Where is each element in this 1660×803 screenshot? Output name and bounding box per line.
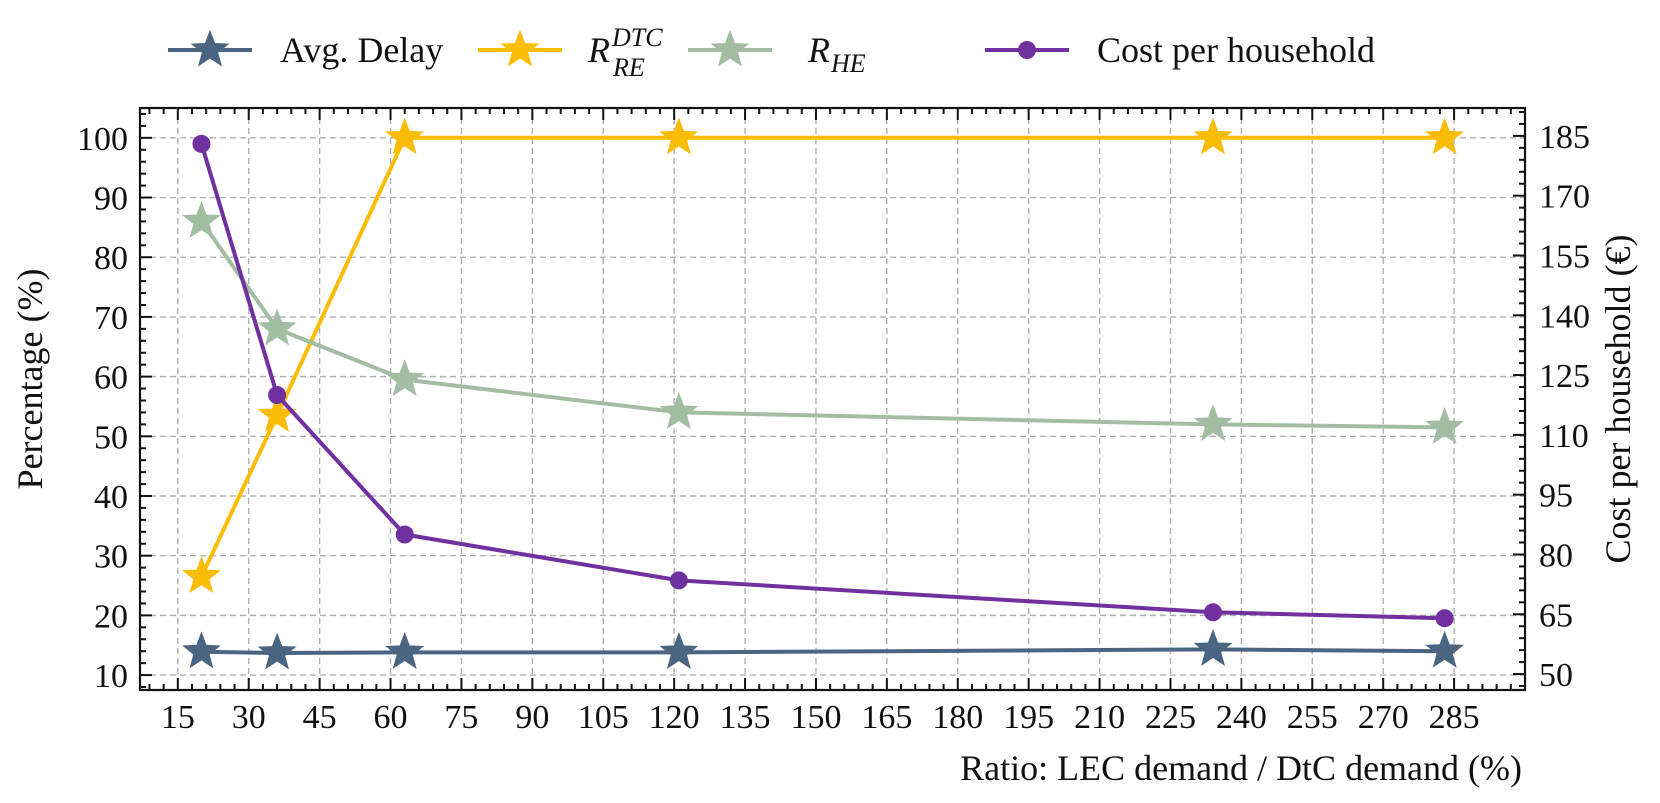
x-tick-label: 15 (161, 699, 195, 736)
x-tick-label: 135 (720, 699, 771, 736)
y-tick-label-left: 90 (94, 181, 128, 218)
data-point (257, 632, 297, 670)
x-tick-label: 195 (1003, 699, 1054, 736)
series-line (199, 220, 1445, 430)
x-tick-label: 75 (444, 699, 478, 736)
series-line (199, 135, 1445, 578)
x-tick-label: 285 (1429, 699, 1480, 736)
x-tick-label: 255 (1287, 699, 1338, 736)
y-tick-label-right: 95 (1539, 478, 1573, 515)
data-point (1193, 403, 1233, 441)
data-point (659, 391, 699, 429)
y-tick-label-right: 65 (1539, 597, 1573, 634)
series-3 (192, 134, 1454, 628)
data-point (192, 134, 211, 153)
x-tick-label: 210 (1074, 699, 1125, 736)
x-tick-label: 180 (932, 699, 983, 736)
data-point (268, 386, 287, 405)
legend-marker (190, 29, 230, 67)
legend-label: Avg. Delay (280, 30, 443, 70)
data-point (385, 631, 425, 669)
y-tick-label-left: 100 (77, 121, 128, 158)
y-tick-label-left: 70 (94, 300, 128, 337)
data-point (385, 117, 425, 155)
y-axis-label-left: Percentage (%) (10, 269, 50, 490)
data-point (1193, 117, 1233, 155)
data-point (1204, 603, 1223, 622)
data-point (1425, 406, 1465, 444)
x-tick-label: 240 (1216, 699, 1267, 736)
y-tick-label-left: 60 (94, 360, 128, 397)
series-1 (182, 117, 1465, 594)
legend-marker (500, 29, 540, 67)
series-2 (182, 200, 1465, 444)
data-point (1435, 609, 1454, 628)
y-tick-label-left: 20 (94, 598, 128, 635)
x-tick-label: 120 (649, 699, 700, 736)
data-point (182, 200, 221, 238)
data-point (182, 631, 221, 669)
ticks (140, 108, 1525, 690)
y-tick-label-left: 10 (94, 658, 128, 695)
y-tick-label-right: 80 (1539, 537, 1573, 574)
legend-item: RHE (688, 29, 866, 78)
y-tick-label-left: 50 (94, 419, 128, 456)
data-point (257, 308, 297, 346)
y-tick-label-right: 140 (1539, 298, 1590, 335)
y-axis-label-right: Cost per household (€) (1598, 235, 1638, 564)
series-0 (182, 628, 1465, 670)
data-point (182, 556, 221, 594)
x-tick-label: 105 (578, 699, 629, 736)
series-line (201, 647, 1445, 655)
data-point (659, 631, 699, 669)
legend-item: Avg. Delay (168, 29, 443, 70)
data-point (669, 571, 688, 590)
legend-label: RDTC RE (587, 23, 663, 82)
series-layer (182, 117, 1465, 670)
y-tick-label-left: 80 (94, 240, 128, 277)
x-tick-label: 150 (790, 699, 841, 736)
y-tick-label-left: 40 (94, 479, 128, 516)
x-tick-label: 165 (861, 699, 912, 736)
x-tick-label: 30 (232, 699, 266, 736)
tick-labels: 15 30 45 60 75 90 105 120 135 150 165 180 195 210 225 2… (77, 119, 1590, 736)
y-tick-label-right: 110 (1539, 418, 1589, 455)
series-line (199, 143, 1445, 621)
x-tick-label: 225 (1145, 699, 1196, 736)
legend-marker (1018, 41, 1036, 59)
legend-item: Cost per household (985, 30, 1375, 70)
x-tick-label: 90 (515, 699, 549, 736)
legend-label: RHE (807, 30, 866, 78)
legend-label: Cost per household (1097, 30, 1375, 70)
x-tick-label: 270 (1358, 699, 1409, 736)
y-tick-label-right: 170 (1539, 179, 1590, 216)
y-tick-label-right: 185 (1539, 119, 1590, 156)
x-tick-label: 45 (303, 699, 337, 736)
legend: Avg. Delay RDTC RE RHE Cost per household (168, 23, 1375, 82)
data-point (1425, 117, 1465, 155)
grid (140, 108, 1525, 690)
data-point (1193, 628, 1233, 666)
x-axis-label: Ratio: LEC demand / DtC demand (%) (960, 748, 1522, 788)
data-point (659, 117, 699, 155)
y-tick-label-right: 125 (1539, 358, 1590, 395)
data-point (1425, 630, 1465, 668)
y-tick-label-right: 50 (1539, 657, 1573, 694)
y-tick-label-right: 155 (1539, 238, 1590, 275)
data-point (395, 525, 414, 544)
legend-marker (710, 29, 750, 67)
data-point (385, 359, 425, 397)
plot-frame (138, 106, 1527, 692)
legend-item: RDTC RE (478, 23, 663, 82)
y-tick-label-left: 30 (94, 539, 128, 576)
x-tick-label: 60 (374, 699, 408, 736)
